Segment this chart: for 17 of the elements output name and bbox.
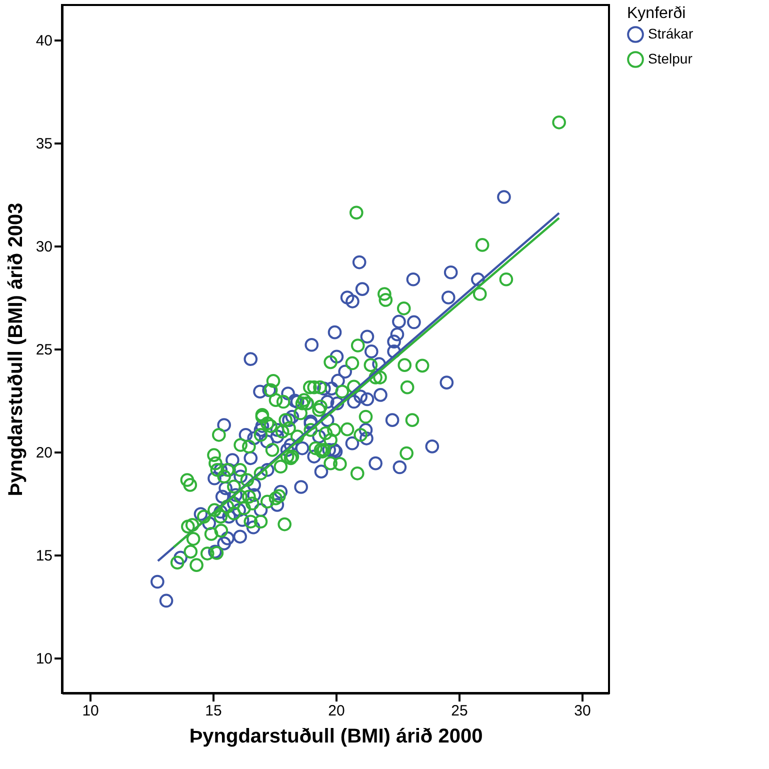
x-tick-label: 15	[205, 702, 222, 720]
legend-label: Stelpur	[648, 50, 693, 66]
y-tick-label: 20	[36, 444, 52, 462]
x-axis-title: Þyngdarstuðull (BMI) árið 2000	[189, 726, 483, 748]
y-tick-label: 35	[36, 136, 52, 153]
x-tick-label: 10	[82, 702, 99, 720]
y-tick-label: 40	[36, 32, 52, 50]
legend-label: Strákar	[648, 26, 694, 42]
legend-title: Kynferði	[627, 5, 686, 22]
x-tick-label: 30	[574, 702, 591, 720]
x-tick-label: 25	[451, 702, 468, 720]
y-tick-label: 25	[36, 342, 52, 358]
x-tick-label: 20	[328, 702, 345, 720]
y-tick-label: 30	[36, 238, 52, 256]
y-tick-label: 15	[36, 547, 52, 564]
y-axis-title: Þyngdarstuðull (BMI) árið 2003	[4, 202, 27, 496]
y-tick-label: 10	[36, 650, 52, 668]
